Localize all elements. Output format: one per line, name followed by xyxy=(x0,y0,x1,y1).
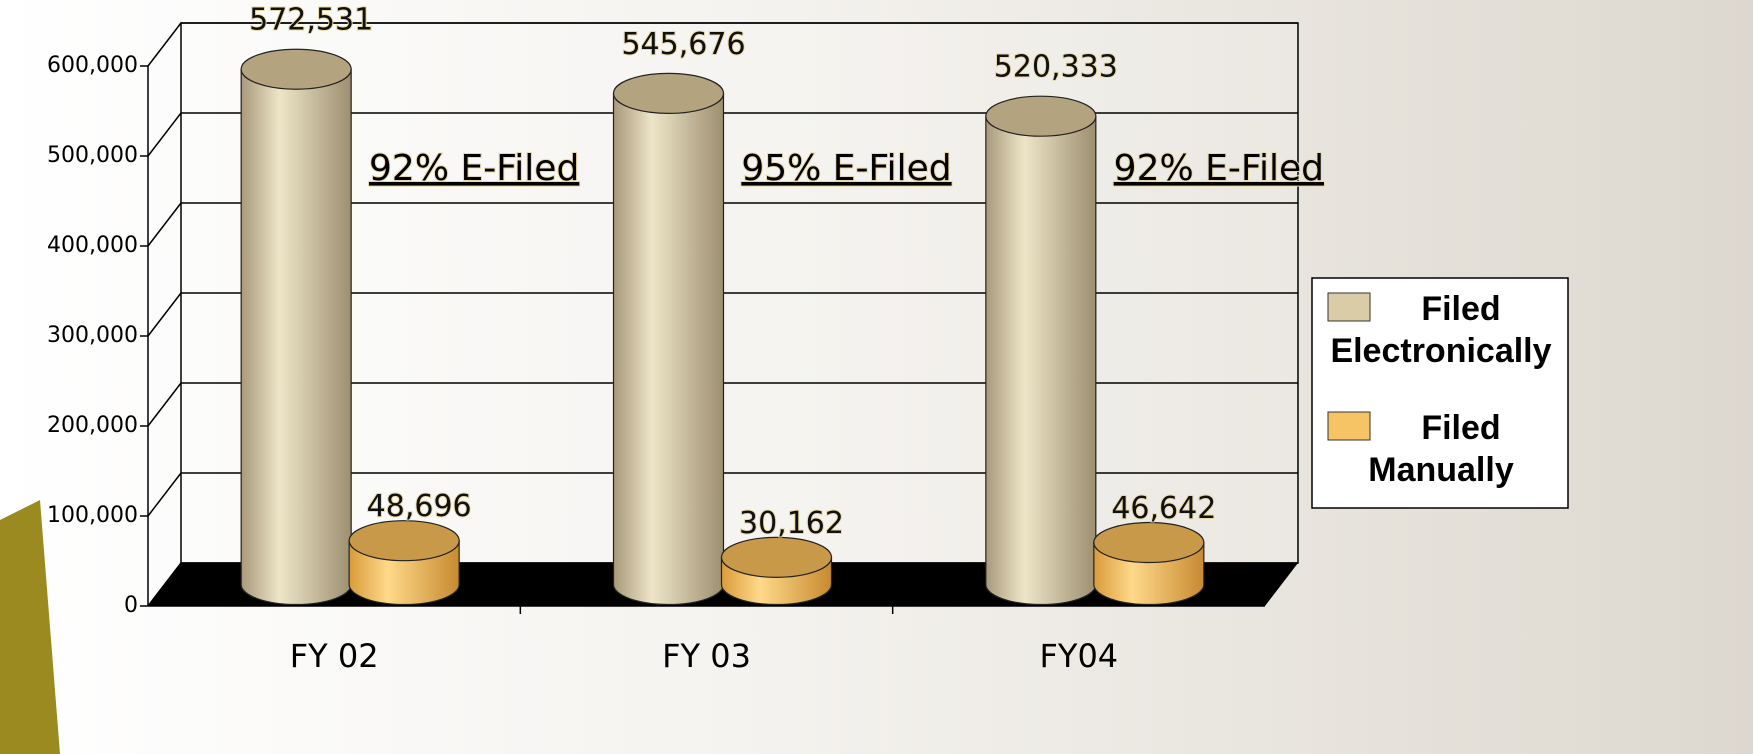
cylinder-top xyxy=(614,73,724,113)
cylinder-body xyxy=(614,93,724,604)
grid-line-side xyxy=(148,203,181,246)
value-label: 545,676 xyxy=(621,27,745,62)
cylinder-top xyxy=(1094,523,1204,563)
y-tick-label: 600,000 xyxy=(47,53,138,78)
cylinder-body xyxy=(241,69,351,604)
cylinder xyxy=(1094,523,1204,605)
cylinder xyxy=(722,537,832,604)
x-tick-label: FY 03 xyxy=(662,637,751,675)
page: 0 100,000 200,000 300,000 400,000 500,000 600,… xyxy=(0,0,1753,754)
x-tick-label: FY 02 xyxy=(290,637,379,675)
annotation: 92% E-Filed xyxy=(1114,148,1324,189)
y-tick-label: 500,000 xyxy=(47,143,138,168)
value-label: 30,162 xyxy=(739,506,844,541)
cylinder-top xyxy=(722,537,832,577)
y-tick-label: 400,000 xyxy=(47,233,138,258)
y-tick-label: 0 xyxy=(124,593,138,618)
cylinder-top xyxy=(986,96,1096,136)
value-label: 520,333 xyxy=(994,50,1118,85)
y-tick-label: 100,000 xyxy=(47,503,138,528)
cylinder-body xyxy=(986,116,1096,604)
cylinder-top xyxy=(241,49,351,89)
grid-line-side xyxy=(148,113,181,156)
grid-line-side xyxy=(148,23,181,66)
decoration xyxy=(0,500,60,754)
grid-line-side xyxy=(148,383,181,426)
cylinder xyxy=(986,96,1096,604)
legend-label: Filed Electronically xyxy=(1316,288,1566,372)
chart: 0 100,000 200,000 300,000 400,000 500,000 600,… xyxy=(0,0,1753,754)
cylinder-top xyxy=(349,521,459,561)
x-tick-label: FY04 xyxy=(1039,637,1118,675)
y-tick-label: 300,000 xyxy=(47,323,138,348)
cylinder xyxy=(614,73,724,604)
value-label: 46,642 xyxy=(1111,491,1216,526)
value-label: 572,531 xyxy=(249,3,373,38)
cylinder xyxy=(349,521,459,605)
legend-label: Filed Manually xyxy=(1316,407,1566,491)
grid-line-side xyxy=(148,473,181,516)
cylinder xyxy=(241,49,351,604)
value-label: 48,696 xyxy=(367,489,472,524)
grid-line-side xyxy=(148,293,181,336)
annotation: 92% E-Filed xyxy=(369,148,579,189)
annotation: 95% E-Filed xyxy=(741,148,951,189)
y-tick-label: 200,000 xyxy=(47,413,138,438)
